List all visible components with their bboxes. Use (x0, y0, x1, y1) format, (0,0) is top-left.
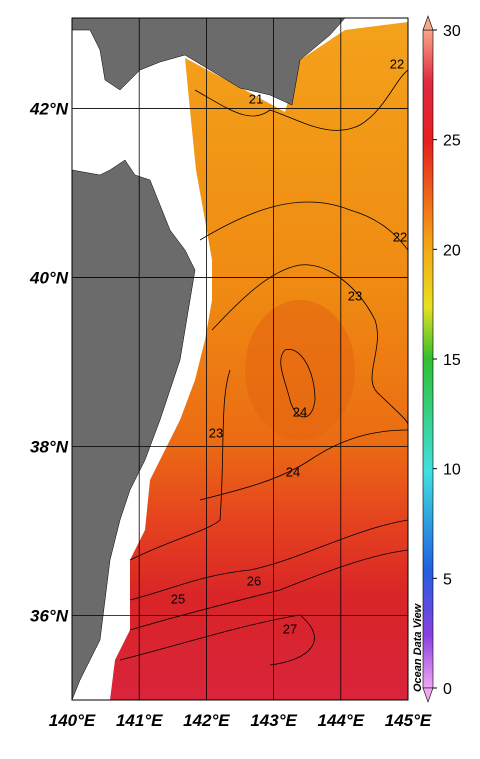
lon-tick-label: 143°E (250, 711, 297, 730)
colorbar-tick-label: 5 (443, 571, 452, 588)
colorbar-cap (422, 687, 434, 703)
contour (129, 519, 408, 601)
colorbar-tick-label: 25 (443, 133, 461, 150)
contour-label: 27 (283, 621, 297, 636)
land (72, 18, 346, 106)
contour-label: 23 (348, 288, 362, 303)
contour (280, 349, 316, 418)
colorbar (422, 29, 434, 689)
contour (129, 369, 231, 561)
warm-core (245, 300, 355, 440)
contour-label: 24 (286, 464, 300, 479)
contour (129, 549, 408, 631)
watermark: Ocean Data View (412, 602, 424, 692)
lat-tick-label: 40°N (29, 268, 69, 287)
colorbar-tick-label: 20 (443, 242, 461, 259)
lat-tick-label: 42°N (29, 99, 69, 118)
contour-label: 26 (247, 573, 261, 588)
lon-tick-label: 144°E (318, 711, 365, 730)
contour (119, 614, 315, 666)
lon-tick-label: 145°E (385, 711, 432, 730)
contour (199, 429, 408, 501)
contour-label: 22 (393, 229, 407, 244)
lat-tick-label: 38°N (30, 437, 69, 456)
colorbar-tick-label: 10 (443, 462, 461, 479)
contour-label: 25 (171, 591, 185, 606)
contour (199, 201, 408, 251)
colorbar-tick-label: 15 (443, 352, 461, 369)
colorbar-tick-label: 30 (443, 23, 461, 40)
lon-tick-label: 141°E (116, 711, 163, 730)
contour (194, 69, 408, 131)
lat-tick-label: 36°N (30, 606, 69, 625)
lon-tick-label: 142°E (183, 711, 230, 730)
colorbar-cap (422, 15, 434, 31)
contour (211, 264, 408, 426)
contour-label: 22 (390, 56, 404, 71)
contour-label: 23 (209, 425, 223, 440)
colorbar-tick-label: 0 (443, 681, 452, 698)
lon-tick-label: 140°E (49, 711, 96, 730)
contour-label: 21 (249, 91, 263, 106)
map-body (72, 18, 408, 700)
land (72, 159, 196, 700)
frame (71, 17, 409, 701)
contour-label: 24 (293, 404, 307, 419)
